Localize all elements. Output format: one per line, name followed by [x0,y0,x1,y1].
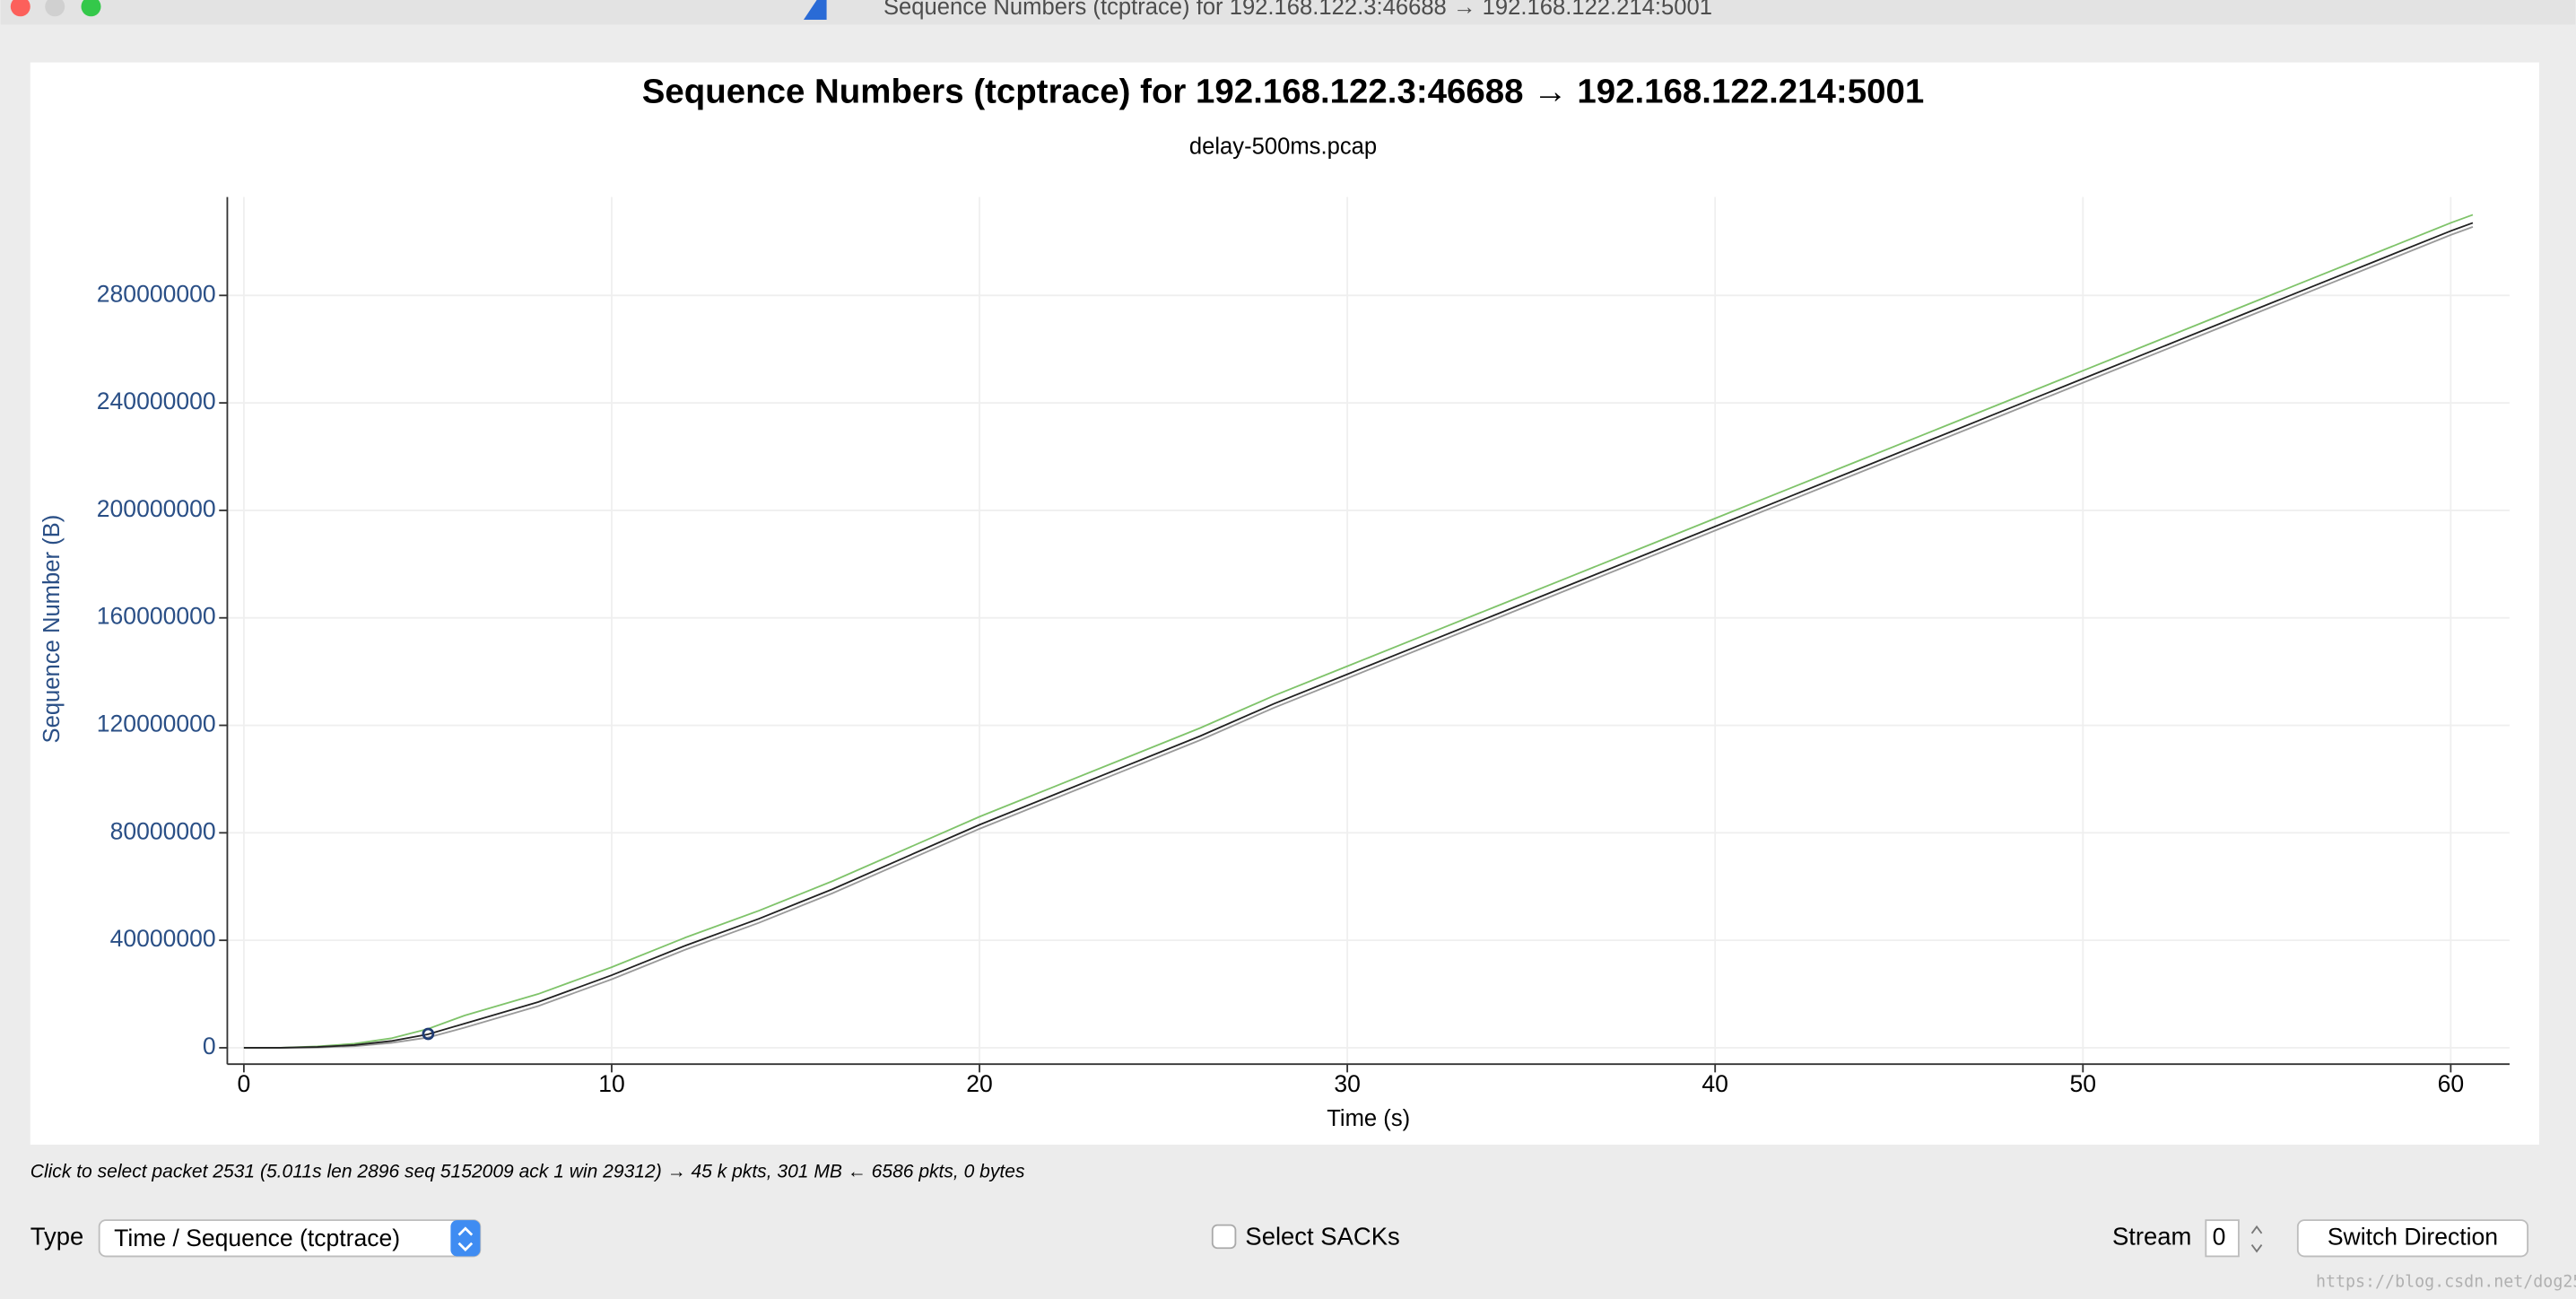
stream-spinbox[interactable] [2205,1219,2240,1258]
y-axis-label: Sequence Number (B) [39,515,65,744]
plot: 0 40000000 80000000 120000000 160000000 20000… [97,196,2510,1097]
watermark: https://blog.csdn.net/dog250 [2316,1273,2576,1292]
switch-direction-label: Switch Direction [2328,1223,2498,1250]
y-tick-label: 160000000 [97,603,216,630]
series-line [243,214,2474,1049]
select-sacks-label: Select SACKs [1245,1223,1399,1251]
select-sacks-checkbox[interactable] [1211,1224,1237,1250]
window-title: Sequence Numbers (tcptrace) for 192.168.… [883,0,1712,20]
stepper-arrows [457,1226,474,1252]
series-line [243,222,2474,1049]
x-tick-label: 20 [966,1070,993,1097]
stream-value: 0 [2213,1223,2226,1250]
y-tick-label: 80000000 [110,817,216,844]
close-button[interactable] [10,0,30,17]
y-tick-label: 120000000 [97,711,216,737]
chart-title: Sequence Numbers (tcptrace) for 192.168.… [642,73,1924,111]
y-tick-label: 280000000 [97,280,216,307]
title-bar [0,0,2576,25]
x-tick-label: 50 [2070,1070,2097,1097]
chart-panel[interactable] [30,62,2539,1145]
x-tick-label: 30 [1334,1070,1361,1097]
x-axis-label: Time (s) [1327,1106,1410,1131]
chart-subtitle: delay-500ms.pcap [1189,135,1377,160]
combobox-stepper [450,1220,481,1257]
app-icon [803,0,827,20]
status-text: Click to select packet 2531 (5.011s len … [30,1162,1025,1182]
type-value: Time / Sequence (tcptrace) [114,1225,400,1251]
y-tick-label: 40000000 [110,925,216,952]
y-tick-label: 240000000 [97,388,216,414]
x-tick-label: 40 [1701,1070,1728,1097]
y-tick-label: 200000000 [97,495,216,522]
series-line [243,226,2474,1049]
selected-packet [422,1027,435,1041]
minimize-button[interactable] [45,0,65,17]
y-tick-label: 0 [203,1033,216,1059]
stream-label: Stream [2112,1223,2191,1251]
switch-direction-button[interactable] [2296,1219,2529,1258]
x-tick-label: 60 [2438,1070,2465,1097]
x-tick-label: 10 [598,1070,625,1097]
x-tick-label: 0 [238,1070,251,1097]
spin-arrows[interactable] [2250,1225,2263,1253]
type-label: Type [30,1223,83,1251]
zoom-button[interactable] [81,0,101,17]
